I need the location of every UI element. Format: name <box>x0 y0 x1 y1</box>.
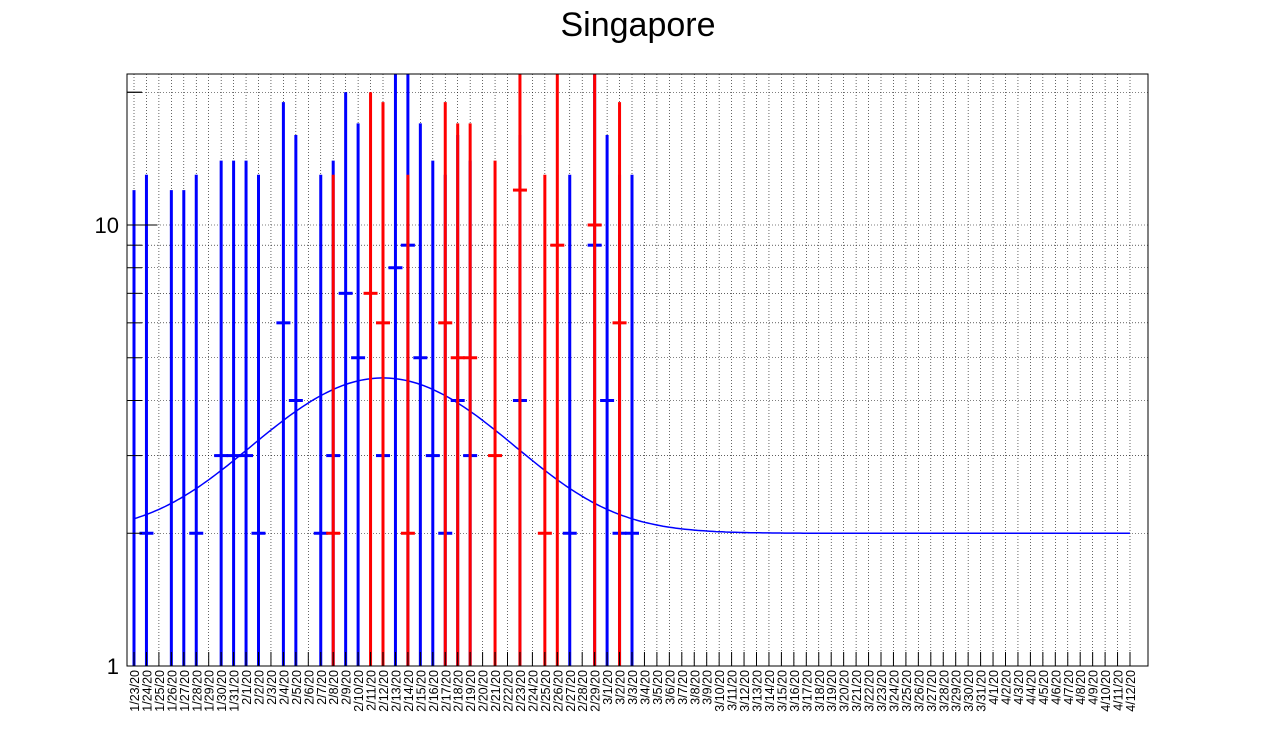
x-tick-label: 3/17/20 <box>800 670 814 712</box>
x-tick-label: 2/2/20 <box>253 670 267 705</box>
x-tick-label: 3/3/20 <box>626 670 640 705</box>
plot-frame <box>126 73 1149 667</box>
x-tick-label: 2/1/20 <box>240 670 254 705</box>
series-2 <box>326 74 627 666</box>
x-tick-label: 1/24/20 <box>140 670 154 712</box>
x-tick-label: 3/16/20 <box>788 670 802 712</box>
x-tick-label: 4/5/20 <box>1037 670 1051 705</box>
x-tick-label: 4/1/20 <box>987 670 1001 705</box>
x-tick-label: 4/11/20 <box>1112 670 1126 711</box>
x-tick-label: 2/18/20 <box>452 670 466 712</box>
x-tick-label: 3/27/20 <box>925 670 939 712</box>
x-tick-label: 4/9/20 <box>1087 670 1101 705</box>
x-tick-label: 3/30/20 <box>962 670 976 712</box>
x-tick-label: 1/23/20 <box>128 670 142 712</box>
data-marks <box>132 74 639 666</box>
x-tick-label: 3/20/20 <box>838 670 852 712</box>
x-tick-label: 2/9/20 <box>340 670 354 705</box>
x-tick-label: 3/13/20 <box>751 670 765 712</box>
x-tick-label: 2/19/20 <box>464 670 478 712</box>
x-tick-label: 1/31/20 <box>228 670 242 712</box>
series-1 <box>132 74 639 666</box>
x-tick-label: 2/5/20 <box>290 670 304 705</box>
x-tick-label: 2/29/20 <box>589 670 603 712</box>
x-tick-label: 4/8/20 <box>1074 670 1088 705</box>
x-tick-label: 3/7/20 <box>676 670 690 705</box>
x-tick-label: 3/21/20 <box>850 670 864 712</box>
x-tick-label: 2/8/20 <box>327 670 341 705</box>
y-tick-label: 10 <box>95 213 119 238</box>
x-tick-label: 3/14/20 <box>763 670 777 712</box>
x-tick-label: 3/5/20 <box>651 670 665 705</box>
x-tick-label: 1/29/20 <box>203 670 217 712</box>
x-tick-label: 2/13/20 <box>389 670 403 712</box>
x-tick-label: 2/10/20 <box>352 670 366 712</box>
x-tick-label: 3/22/20 <box>863 670 877 712</box>
x-tick-label: 2/12/20 <box>377 670 391 712</box>
grid <box>127 74 1148 666</box>
x-tick-label: 1/25/20 <box>153 670 167 712</box>
x-tick-label: 2/3/20 <box>265 670 279 705</box>
x-tick-label: 3/12/20 <box>738 670 752 712</box>
x-tick-label: 3/9/20 <box>701 670 715 705</box>
x-tick-label: 3/8/20 <box>688 670 702 705</box>
x-tick-label: 2/21/20 <box>489 670 503 712</box>
x-tick-label: 3/15/20 <box>775 670 789 712</box>
x-tick-label: 3/24/20 <box>887 670 901 712</box>
x-tick-label: 3/6/20 <box>663 670 677 705</box>
x-tick-label: 2/25/20 <box>539 670 553 712</box>
axes: 1/23/201/24/201/25/201/26/201/27/201/28/… <box>95 91 1138 712</box>
x-tick-label: 4/4/20 <box>1024 670 1038 705</box>
x-tick-label: 3/2/20 <box>614 670 628 705</box>
x-tick-label: 2/26/20 <box>551 670 565 712</box>
x-tick-label: 2/22/20 <box>502 670 516 712</box>
x-tick-label: 3/18/20 <box>813 670 827 712</box>
x-tick-label: 2/17/20 <box>439 670 453 712</box>
x-tick-label: 1/26/20 <box>165 670 179 712</box>
x-tick-label: 1/28/20 <box>190 670 204 712</box>
x-tick-label: 2/15/20 <box>414 670 428 712</box>
x-tick-label: 2/7/20 <box>315 670 329 705</box>
x-tick-label: 4/10/20 <box>1099 670 1113 712</box>
x-tick-label: 3/25/20 <box>900 670 914 712</box>
x-tick-label: 2/11/20 <box>365 670 379 711</box>
x-tick-label: 1/30/20 <box>215 670 229 712</box>
x-tick-label: 2/14/20 <box>402 670 416 712</box>
x-tick-label: 4/2/20 <box>1000 670 1014 705</box>
x-tick-label: 2/24/20 <box>526 670 540 712</box>
x-tick-label: 1/27/20 <box>178 670 192 712</box>
y-tick-label: 1 <box>107 654 119 679</box>
x-tick-label: 4/6/20 <box>1049 670 1063 705</box>
x-tick-label: 4/7/20 <box>1062 670 1076 705</box>
x-tick-label: 4/3/20 <box>1012 670 1026 705</box>
x-tick-label: 3/26/20 <box>912 670 926 712</box>
x-tick-label: 3/10/20 <box>713 670 727 712</box>
x-tick-label: 4/12/20 <box>1124 670 1138 712</box>
x-tick-label: 3/4/20 <box>638 670 652 705</box>
x-tick-label: 3/1/20 <box>601 670 615 705</box>
x-tick-label: 2/16/20 <box>427 670 441 712</box>
x-tick-label: 2/23/20 <box>514 670 528 712</box>
x-tick-label: 3/28/20 <box>937 670 951 712</box>
x-tick-label: 3/11/20 <box>726 670 740 711</box>
chart-title: Singapore <box>560 6 715 44</box>
x-tick-label: 3/23/20 <box>875 670 889 712</box>
x-tick-label: 3/31/20 <box>975 670 989 712</box>
x-tick-label: 2/27/20 <box>564 670 578 712</box>
x-tick-label: 3/19/20 <box>825 670 839 712</box>
x-tick-label: 2/4/20 <box>277 670 291 705</box>
x-tick-label: 2/20/20 <box>477 670 491 712</box>
x-tick-label: 2/6/20 <box>302 670 316 705</box>
x-tick-label: 3/29/20 <box>950 670 964 712</box>
x-tick-label: 2/28/20 <box>576 670 590 712</box>
